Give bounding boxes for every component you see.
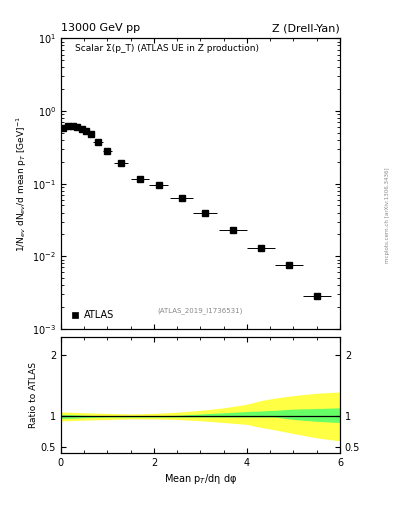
Y-axis label: 1/N$_{ev}$ dN$_{ev}$/d mean p$_T$ [GeV]$^{-1}$: 1/N$_{ev}$ dN$_{ev}$/d mean p$_T$ [GeV]$… — [15, 116, 29, 251]
Text: (ATLAS_2019_I1736531): (ATLAS_2019_I1736531) — [158, 308, 243, 314]
Legend: ATLAS: ATLAS — [66, 306, 118, 324]
Text: Z (Drell-Yan): Z (Drell-Yan) — [272, 23, 340, 33]
Text: 13000 GeV pp: 13000 GeV pp — [61, 23, 140, 33]
Text: Scalar Σ(p_T) (ATLAS UE in Z production): Scalar Σ(p_T) (ATLAS UE in Z production) — [75, 44, 259, 53]
X-axis label: Mean p$_T$/dη dφ: Mean p$_T$/dη dφ — [164, 472, 237, 486]
Text: mcplots.cern.ch [arXiv:1306.3436]: mcplots.cern.ch [arXiv:1306.3436] — [385, 167, 389, 263]
Y-axis label: Ratio to ATLAS: Ratio to ATLAS — [29, 362, 38, 428]
